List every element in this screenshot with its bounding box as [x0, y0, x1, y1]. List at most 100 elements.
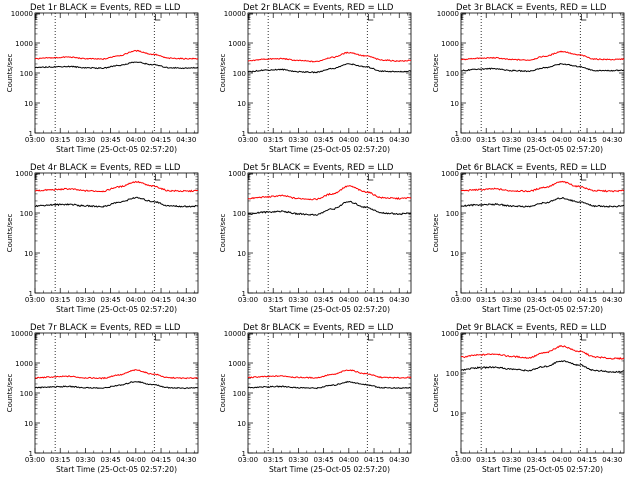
- interval-bracket: [580, 14, 587, 21]
- y-tick-label: 100: [446, 370, 459, 378]
- chart-title: Det 8r BLACK = Events, RED = LLD: [243, 323, 394, 333]
- chart-title: Det 3r BLACK = Events, RED = LLD: [456, 3, 607, 13]
- chart-title: Det 6r BLACK = Events, RED = LLD: [456, 163, 607, 173]
- x-tick-label: 03:30: [501, 136, 521, 144]
- x-tick-label: 03:30: [75, 296, 95, 304]
- x-tick-label: 03:30: [75, 136, 95, 144]
- x-axis-label: Start Time (25-Oct-05 02:57:20): [269, 305, 390, 314]
- y-tick-label: 10: [24, 420, 33, 428]
- events-rate-line: [247, 63, 412, 74]
- lld-rate-line: [247, 369, 412, 379]
- x-tick-label: 04:30: [389, 136, 409, 144]
- events-rate-line: [460, 360, 625, 374]
- y-tick-label: 10: [450, 410, 459, 418]
- y-tick-label: 1: [29, 450, 33, 458]
- plot-frame: [460, 172, 625, 294]
- x-tick-label: 03:15: [263, 136, 283, 144]
- events-rate-line: [34, 196, 199, 208]
- y-tick-label: 1000: [15, 170, 33, 178]
- x-tick-label: 03:00: [25, 136, 45, 144]
- interval-bracket: [154, 174, 161, 181]
- x-tick-label: 04:15: [151, 296, 171, 304]
- y-tick-label: 1000: [15, 40, 33, 48]
- lld-rate-line: [247, 51, 412, 63]
- y-tick-label: 100: [233, 210, 246, 218]
- x-tick-label: 04:15: [577, 296, 597, 304]
- y-tick-label: 100: [20, 210, 33, 218]
- plot-panel-det-1r: Det 1r BLACK = Events, RED = LLD 1 10 100 10…: [6, 3, 199, 154]
- plot-panel-det-9r: Det 9r BLACK = Events, RED = LLD 1 10 100 10…: [432, 323, 625, 474]
- x-axis-label: Start Time (25-Oct-05 02:57:20): [269, 465, 390, 474]
- x-tick-label: 04:30: [176, 456, 196, 464]
- interval-bracket: [248, 333, 253, 340]
- x-tick-label: 04:00: [339, 296, 359, 304]
- x-tick-label: 03:15: [50, 136, 70, 144]
- x-tick-label: 04:00: [339, 456, 359, 464]
- y-tick-label: 10000: [11, 330, 33, 338]
- plot-panel-det-4r: Det 4r BLACK = Events, RED = LLD 1 10 100 10…: [6, 163, 199, 314]
- y-axis-label: Counts/sec: [432, 54, 440, 93]
- lld-rate-line: [460, 344, 625, 361]
- plot-panel-det-2r: Det 2r BLACK = Events, RED = LLD 1 10 100 10…: [219, 3, 412, 154]
- x-tick-label: 04:15: [364, 456, 384, 464]
- events-rate-line: [460, 63, 625, 73]
- x-tick-label: 04:00: [126, 456, 146, 464]
- x-axis-label: Start Time (25-Oct-05 02:57:20): [482, 305, 603, 314]
- x-axis-label: Start Time (25-Oct-05 02:57:20): [269, 145, 390, 154]
- y-tick-label: 100: [20, 390, 33, 398]
- plot-frame: [34, 12, 199, 134]
- plot-frame: [34, 172, 199, 294]
- x-tick-label: 03:30: [501, 296, 521, 304]
- x-tick-label: 04:30: [602, 136, 622, 144]
- chart-title: Det 1r BLACK = Events, RED = LLD: [30, 3, 181, 13]
- y-axis-label: Counts/sec: [219, 374, 227, 413]
- events-rate-line: [247, 380, 412, 390]
- y-tick-label: 10000: [224, 330, 246, 338]
- events-rate-line: [35, 61, 199, 70]
- x-tick-label: 03:45: [314, 136, 334, 144]
- y-tick-label: 1: [455, 450, 459, 458]
- y-tick-label: 10000: [437, 10, 459, 18]
- y-tick-label: 1: [242, 130, 246, 138]
- x-tick-label: 03:00: [451, 456, 471, 464]
- y-tick-label: 1000: [441, 40, 459, 48]
- interval-bracket: [367, 174, 374, 181]
- y-tick-label: 1000: [15, 360, 33, 368]
- x-tick-label: 03:45: [527, 296, 547, 304]
- x-tick-label: 04:30: [602, 296, 622, 304]
- y-tick-label: 100: [446, 210, 459, 218]
- interval-bracket: [580, 334, 587, 341]
- y-axis-label: Counts/sec: [432, 374, 440, 413]
- plot-panel-det-6r: Det 6r BLACK = Events, RED = LLD 1 10 100 10…: [432, 163, 625, 314]
- x-tick-label: 03:00: [451, 136, 471, 144]
- interval-bracket: [367, 334, 374, 341]
- y-axis-label: Counts/sec: [6, 374, 14, 413]
- plot-frame: [247, 12, 412, 134]
- interval-bracket: [580, 174, 587, 181]
- plot-frame: [460, 12, 625, 134]
- x-axis-label: Start Time (25-Oct-05 02:57:20): [56, 465, 177, 474]
- y-tick-label: 10: [24, 250, 33, 258]
- events-rate-line: [34, 380, 199, 390]
- y-tick-label: 10: [24, 100, 33, 108]
- y-tick-label: 1000: [228, 170, 246, 178]
- x-tick-label: 03:30: [288, 296, 308, 304]
- interval-bracket: [35, 333, 40, 340]
- plot-panel-det-8r: Det 8r BLACK = Events, RED = LLD 1 10 100 10…: [219, 323, 412, 474]
- interval-bracket: [248, 173, 253, 180]
- lld-rate-line: [34, 180, 199, 193]
- x-tick-label: 03:45: [314, 456, 334, 464]
- plot-panel-det-5r: Det 5r BLACK = Events, RED = LLD 1 10 100 10…: [219, 163, 412, 314]
- x-tick-label: 03:00: [238, 456, 258, 464]
- y-tick-label: 100: [233, 390, 246, 398]
- x-tick-label: 04:15: [364, 136, 384, 144]
- x-tick-label: 04:30: [389, 456, 409, 464]
- x-tick-label: 03:15: [263, 456, 283, 464]
- y-tick-label: 10: [237, 100, 246, 108]
- y-tick-label: 1000: [228, 360, 246, 368]
- x-tick-label: 03:45: [101, 456, 121, 464]
- plot-frame: [247, 172, 412, 294]
- y-tick-label: 10: [450, 250, 459, 258]
- interval-bracket: [461, 173, 466, 180]
- y-tick-label: 1: [455, 130, 459, 138]
